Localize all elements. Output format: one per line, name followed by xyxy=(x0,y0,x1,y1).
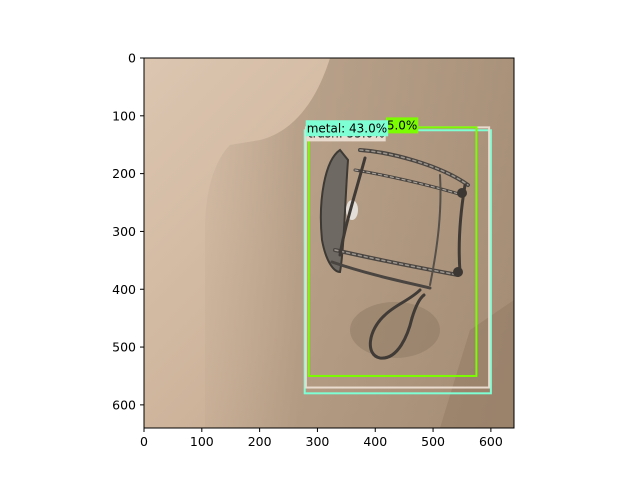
x-tick-label: 600 xyxy=(479,434,503,449)
y-tick-label: 600 xyxy=(112,397,136,412)
y-tick-label: 100 xyxy=(112,108,136,123)
detection-label-background xyxy=(385,117,419,134)
wire-cage-object xyxy=(319,148,470,360)
x-tick-label: 400 xyxy=(363,434,387,449)
photo xyxy=(144,58,514,428)
y-tick-label: 300 xyxy=(112,224,136,239)
x-tick-label: 200 xyxy=(248,434,272,449)
x-tick-label: 100 xyxy=(190,434,214,449)
detection-label: metal: 43.0% xyxy=(307,121,387,135)
y-tick-label: 500 xyxy=(112,340,136,355)
y-tick-label: 200 xyxy=(112,166,136,181)
detection-label: 5.0% xyxy=(387,118,418,132)
axis-ticks: 0 100 200 300 400 500 600 0 100 200 300 400 500 600 xyxy=(112,51,503,450)
x-tick-label: 300 xyxy=(306,434,330,449)
axes-frame xyxy=(143,57,515,429)
y-tick-label: 400 xyxy=(112,282,136,297)
x-tick-label: 0 xyxy=(140,434,148,449)
detection-overlays: trash: 55.0%5.0%metal: 43.0% xyxy=(303,117,492,395)
x-tick-label: 500 xyxy=(421,434,445,449)
y-tick-label: 0 xyxy=(128,51,136,66)
detection-label-background xyxy=(305,120,389,137)
